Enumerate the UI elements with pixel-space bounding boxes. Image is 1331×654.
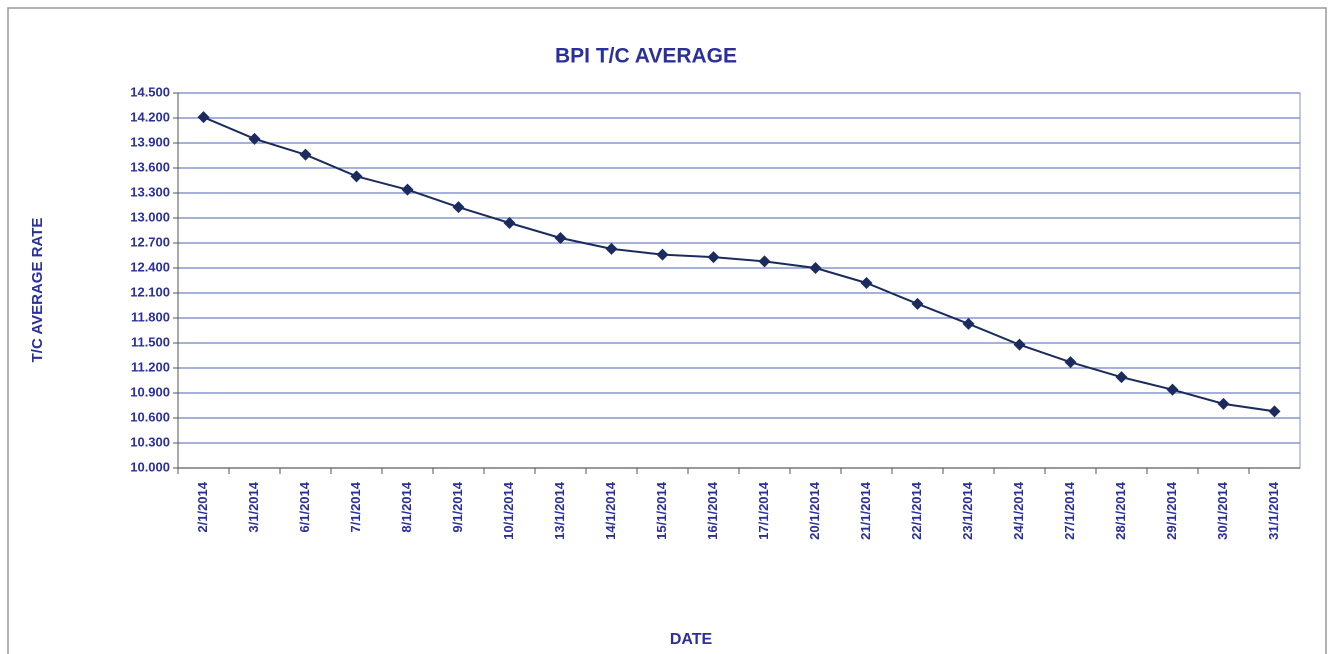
x-tick-label: 23/1/2014 <box>960 481 975 540</box>
y-tick-label: 10.900 <box>130 384 170 399</box>
y-tick-label: 12.400 <box>130 259 170 274</box>
y-tick-label: 14.500 <box>130 84 170 99</box>
y-tick-label: 13.600 <box>130 159 170 174</box>
y-tick-label: 12.700 <box>130 234 170 249</box>
y-tick-label: 13.900 <box>130 134 170 149</box>
marker <box>1166 383 1179 396</box>
chart-title: BPI T/C AVERAGE <box>555 45 737 68</box>
marker <box>758 255 771 268</box>
x-tick-label: 14/1/2014 <box>603 481 618 540</box>
y-tick-label: 11.500 <box>131 334 170 349</box>
y-tick-label: 11.800 <box>131 309 170 324</box>
y-tick-label: 14.200 <box>130 109 170 124</box>
x-tick-label: 10/1/2014 <box>501 481 516 540</box>
marker <box>401 183 414 196</box>
y-tick-label: 11.200 <box>131 359 170 374</box>
marker <box>248 132 261 145</box>
marker <box>1115 371 1128 384</box>
x-tick-label: 16/1/2014 <box>705 481 720 540</box>
marker <box>1268 405 1281 418</box>
y-tick-label: 13.300 <box>130 184 170 199</box>
x-tick-label: 22/1/2014 <box>909 481 924 540</box>
marker <box>299 148 312 161</box>
y-tick-label: 13.000 <box>130 209 170 224</box>
frame <box>7 7 1327 654</box>
x-tick-label: 6/1/2014 <box>297 481 312 532</box>
x-tick-label: 27/1/2014 <box>1062 481 1077 540</box>
marker <box>1064 356 1077 369</box>
y-tick-label: 10.300 <box>130 434 170 449</box>
marker <box>1013 338 1026 351</box>
x-axis-label: DATE <box>670 631 713 648</box>
x-tick-label: 21/1/2014 <box>858 481 873 540</box>
marker <box>554 232 567 244</box>
marker <box>860 277 873 289</box>
x-tick-label: 24/1/2014 <box>1011 481 1026 540</box>
marker <box>197 111 210 124</box>
x-tick-label: 17/1/2014 <box>756 481 771 540</box>
y-tick-label: 10.000 <box>130 459 170 474</box>
x-tick-label: 2/1/2014 <box>195 481 210 532</box>
x-tick-label: 13/1/2014 <box>552 481 567 540</box>
x-tick-label: 3/1/2014 <box>246 481 261 532</box>
marker <box>962 317 975 330</box>
line <box>203 116 1275 413</box>
marker <box>605 242 618 255</box>
marker <box>503 217 516 229</box>
marker <box>350 170 363 183</box>
marker <box>1217 397 1230 410</box>
marker <box>656 248 669 261</box>
y-tick-label: 12.100 <box>130 284 170 299</box>
marker <box>809 262 822 274</box>
y-tick-label: 10.600 <box>130 409 170 424</box>
x-tick-label: 20/1/2014 <box>807 481 822 540</box>
x-tick-label: 15/1/2014 <box>654 481 669 540</box>
marker <box>707 251 720 264</box>
x-tick-label: 9/1/2014 <box>450 481 465 532</box>
x-tick-label: 30/1/2014 <box>1215 481 1230 540</box>
y-axis-label: T/C AVERAGE RATE <box>29 218 46 363</box>
x-tick-label: 31/1/2014 <box>1266 481 1281 540</box>
marker <box>911 297 924 310</box>
x-tick-label: 8/1/2014 <box>399 481 414 532</box>
plot-area <box>177 92 1301 469</box>
marker <box>452 201 465 214</box>
x-tick-label: 7/1/2014 <box>348 481 363 532</box>
x-tick-label: 28/1/2014 <box>1113 481 1128 540</box>
x-tick-label: 29/1/2014 <box>1164 481 1179 540</box>
